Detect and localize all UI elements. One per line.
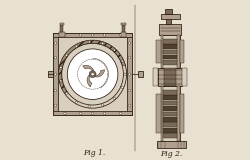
Circle shape bbox=[124, 73, 126, 75]
Bar bbox=[160, 14, 180, 19]
Bar bbox=[164, 128, 177, 133]
Bar bbox=[164, 55, 177, 59]
Bar bbox=[164, 68, 176, 86]
Text: Fig 2.: Fig 2. bbox=[160, 150, 183, 158]
Bar bbox=[48, 71, 53, 77]
Circle shape bbox=[103, 34, 106, 36]
Bar bbox=[159, 24, 181, 35]
Circle shape bbox=[54, 104, 57, 107]
Bar bbox=[165, 9, 172, 14]
Circle shape bbox=[65, 54, 68, 56]
Circle shape bbox=[62, 43, 124, 105]
Bar bbox=[164, 133, 177, 138]
Bar bbox=[120, 32, 126, 37]
Bar bbox=[180, 94, 184, 133]
Circle shape bbox=[113, 97, 116, 99]
Bar bbox=[177, 86, 180, 141]
Polygon shape bbox=[95, 70, 105, 77]
Circle shape bbox=[128, 57, 131, 59]
Circle shape bbox=[103, 112, 106, 115]
Bar bbox=[160, 35, 164, 68]
Bar bbox=[164, 122, 177, 127]
Circle shape bbox=[64, 112, 66, 115]
Text: Fig 1.: Fig 1. bbox=[83, 149, 105, 157]
Circle shape bbox=[128, 90, 131, 92]
Circle shape bbox=[80, 112, 82, 115]
Bar bbox=[164, 101, 177, 105]
Circle shape bbox=[54, 42, 57, 44]
Bar bbox=[60, 25, 63, 32]
Bar bbox=[53, 111, 132, 115]
Bar bbox=[164, 95, 177, 100]
Circle shape bbox=[121, 60, 123, 62]
Circle shape bbox=[128, 73, 131, 75]
Bar bbox=[153, 68, 158, 86]
Bar bbox=[156, 40, 160, 63]
Bar bbox=[164, 60, 177, 65]
Bar bbox=[160, 35, 180, 68]
Circle shape bbox=[75, 45, 78, 47]
Circle shape bbox=[58, 40, 126, 108]
Bar bbox=[53, 33, 58, 115]
Circle shape bbox=[92, 112, 94, 115]
Bar bbox=[127, 33, 132, 115]
Bar bbox=[156, 141, 186, 148]
Polygon shape bbox=[83, 65, 94, 71]
Bar bbox=[164, 117, 177, 122]
Bar bbox=[53, 33, 132, 37]
Circle shape bbox=[128, 104, 131, 107]
Polygon shape bbox=[60, 40, 126, 66]
Circle shape bbox=[91, 73, 94, 76]
Bar bbox=[158, 68, 182, 86]
Circle shape bbox=[60, 66, 62, 69]
Circle shape bbox=[54, 57, 57, 59]
Circle shape bbox=[80, 34, 82, 36]
Circle shape bbox=[102, 42, 104, 44]
Circle shape bbox=[128, 42, 131, 44]
Circle shape bbox=[54, 90, 57, 92]
Circle shape bbox=[60, 80, 62, 82]
Circle shape bbox=[121, 86, 123, 88]
Circle shape bbox=[65, 92, 68, 94]
Bar bbox=[53, 33, 132, 115]
Bar bbox=[164, 50, 177, 54]
Circle shape bbox=[88, 41, 90, 43]
Bar bbox=[138, 71, 143, 77]
Circle shape bbox=[89, 71, 96, 78]
Circle shape bbox=[54, 73, 57, 75]
Circle shape bbox=[75, 101, 78, 103]
Bar bbox=[164, 106, 177, 111]
Bar bbox=[160, 86, 164, 141]
Circle shape bbox=[102, 104, 104, 106]
Polygon shape bbox=[87, 75, 92, 87]
Bar bbox=[121, 23, 126, 25]
Bar bbox=[164, 44, 177, 49]
Bar bbox=[164, 90, 177, 95]
Circle shape bbox=[119, 112, 121, 115]
Bar bbox=[59, 32, 64, 37]
Circle shape bbox=[67, 49, 118, 100]
Circle shape bbox=[64, 34, 66, 36]
Bar bbox=[122, 25, 125, 32]
Bar bbox=[166, 14, 171, 24]
Bar bbox=[156, 94, 160, 133]
Bar bbox=[177, 35, 180, 68]
Circle shape bbox=[88, 105, 90, 108]
Circle shape bbox=[113, 49, 116, 51]
Bar bbox=[180, 40, 184, 63]
Bar bbox=[164, 39, 177, 44]
Bar bbox=[60, 23, 64, 25]
Polygon shape bbox=[58, 55, 67, 94]
Circle shape bbox=[119, 34, 121, 36]
Bar bbox=[182, 68, 188, 86]
Circle shape bbox=[92, 34, 94, 36]
Bar bbox=[164, 112, 177, 116]
Bar bbox=[160, 86, 180, 141]
